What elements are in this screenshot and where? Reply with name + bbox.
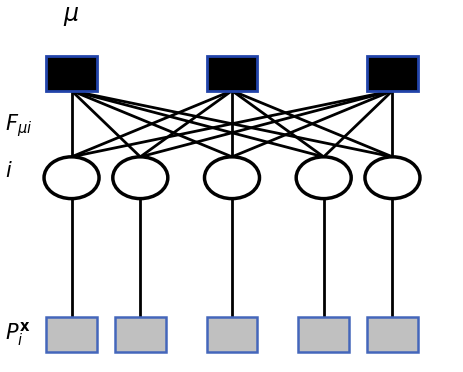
Text: $F_{\mu i}$: $F_{\mu i}$ bbox=[5, 112, 32, 139]
Ellipse shape bbox=[295, 157, 350, 199]
Ellipse shape bbox=[364, 157, 419, 199]
FancyBboxPatch shape bbox=[206, 56, 257, 91]
FancyBboxPatch shape bbox=[46, 317, 97, 352]
FancyBboxPatch shape bbox=[46, 56, 97, 91]
Text: $P_i^{\mathbf{x}}$: $P_i^{\mathbf{x}}$ bbox=[5, 320, 31, 349]
FancyBboxPatch shape bbox=[366, 317, 417, 352]
Ellipse shape bbox=[44, 157, 99, 199]
Text: $\mu$: $\mu$ bbox=[63, 4, 80, 28]
FancyBboxPatch shape bbox=[115, 317, 165, 352]
Text: $i$: $i$ bbox=[5, 161, 13, 181]
FancyBboxPatch shape bbox=[298, 317, 348, 352]
FancyBboxPatch shape bbox=[206, 317, 257, 352]
Ellipse shape bbox=[113, 157, 168, 199]
FancyBboxPatch shape bbox=[366, 56, 417, 91]
Ellipse shape bbox=[204, 157, 259, 199]
